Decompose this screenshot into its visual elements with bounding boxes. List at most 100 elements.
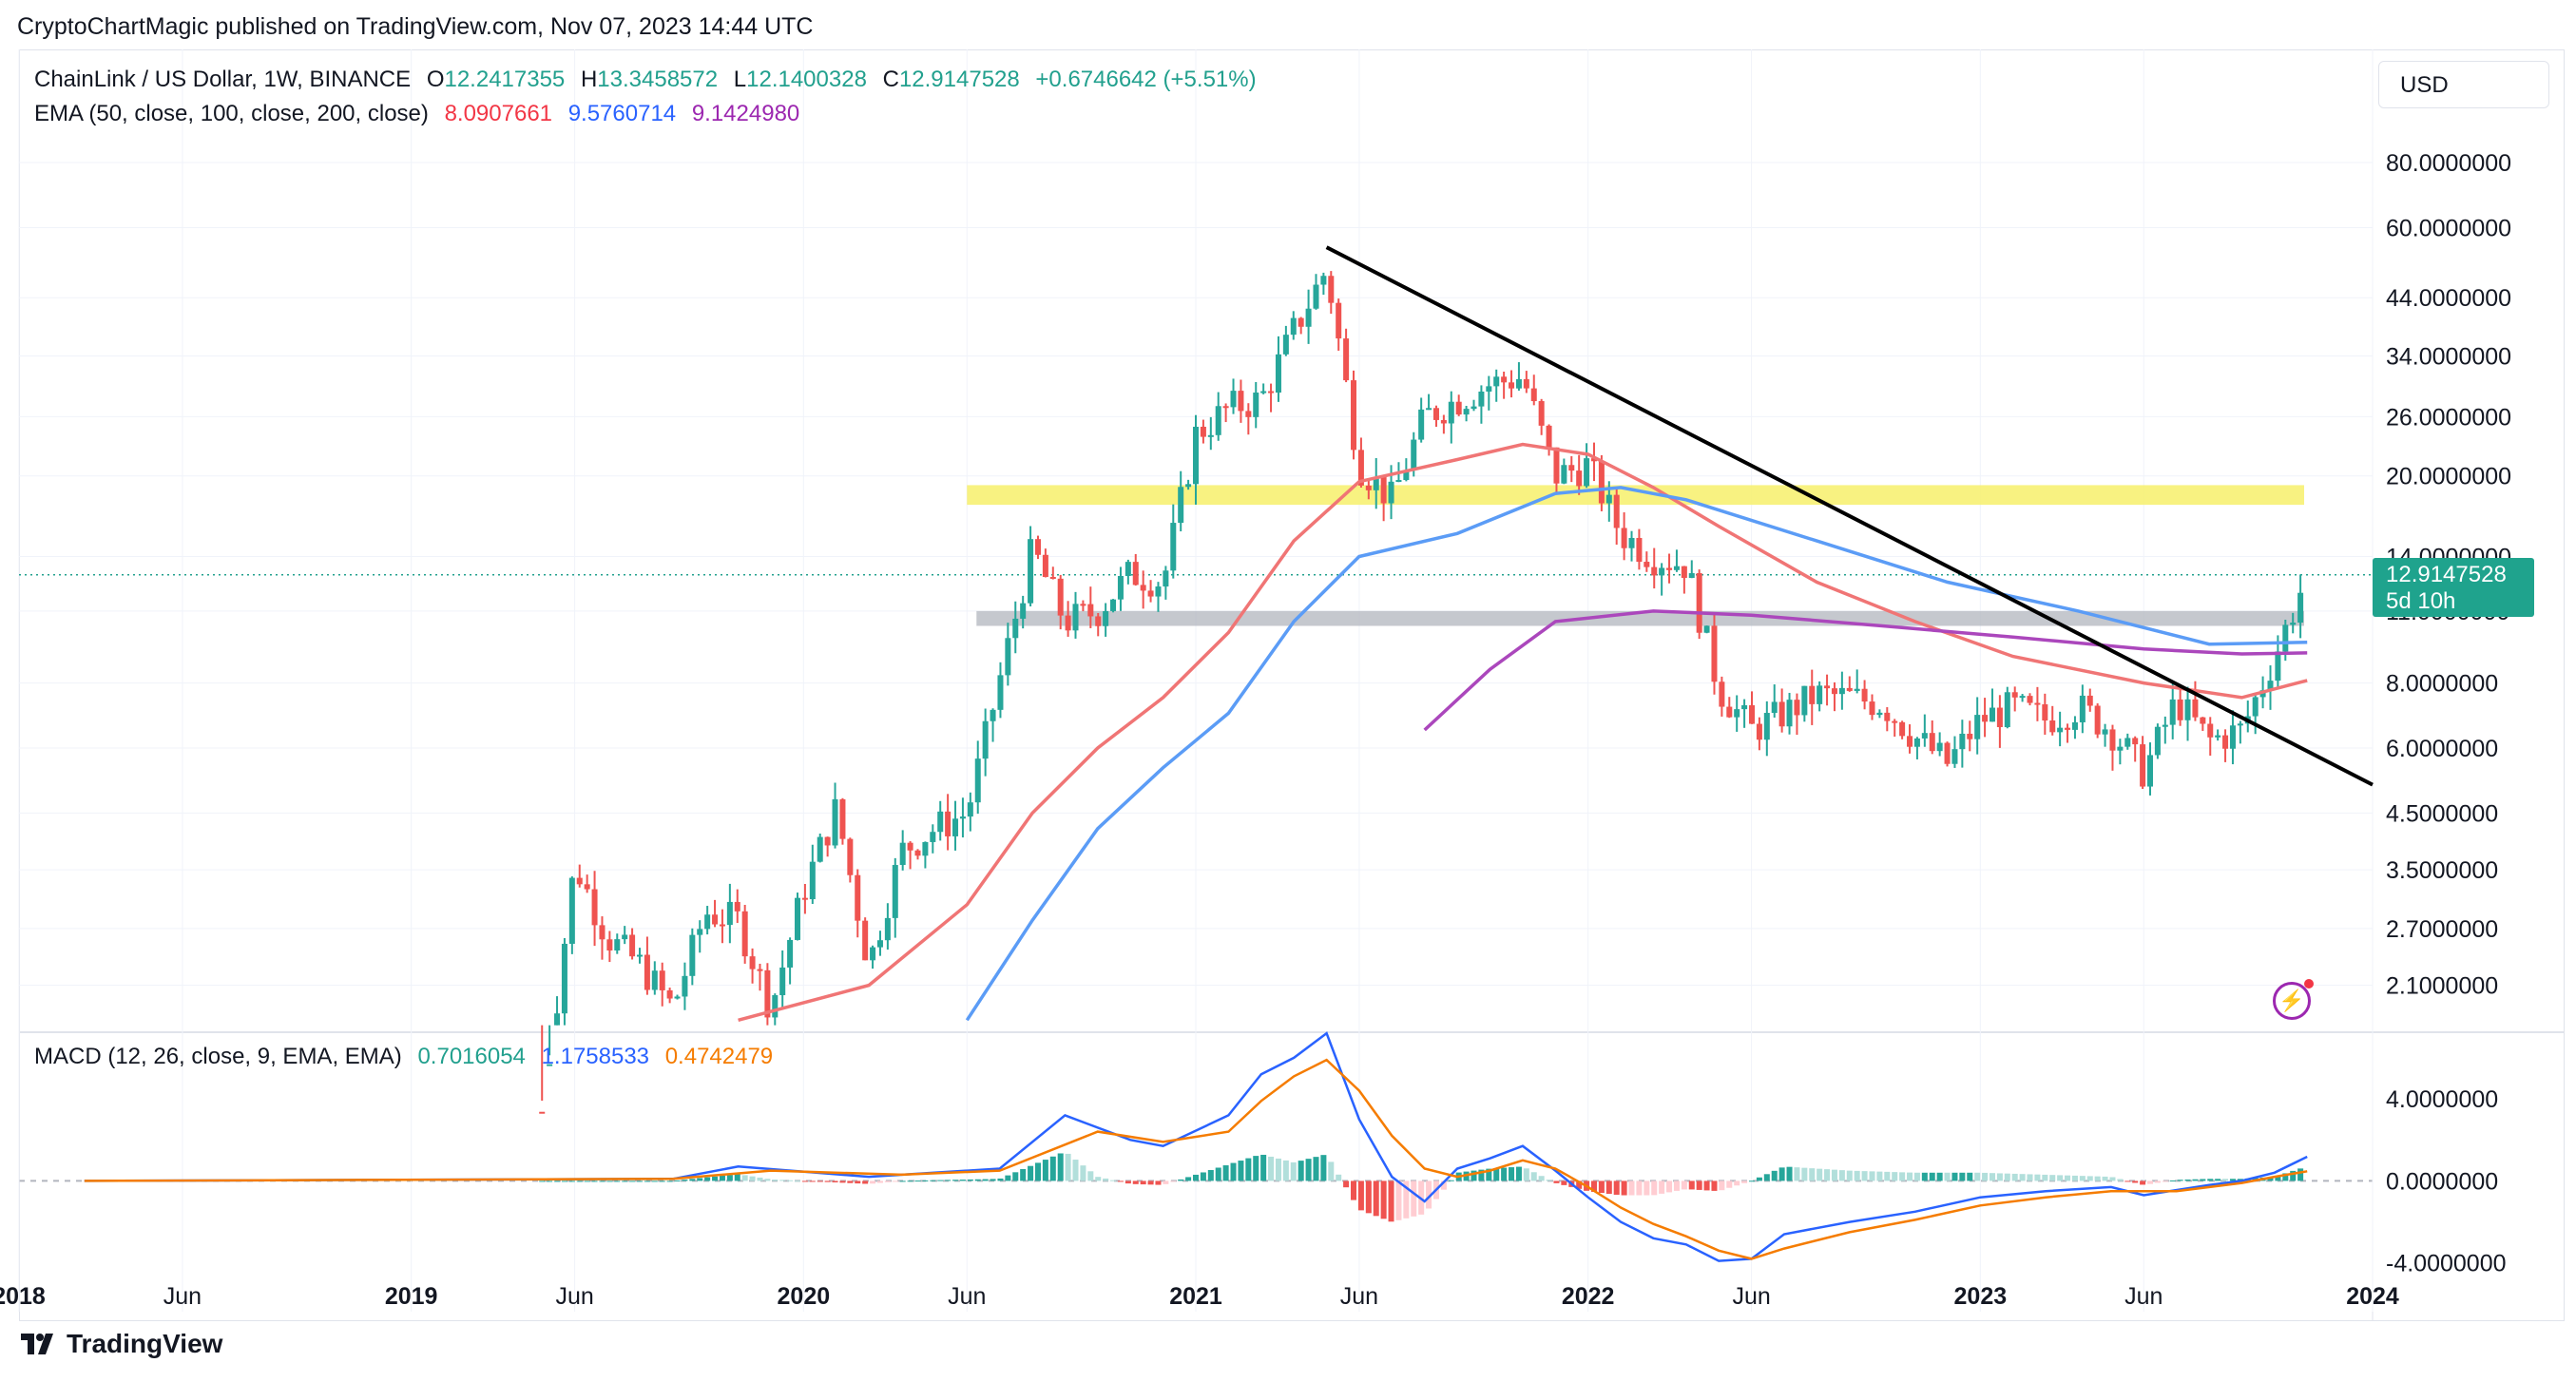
candle-up[interactable] [1913,737,1920,759]
candle-up[interactable] [1170,504,1177,579]
candle-down[interactable] [1568,455,1575,483]
resistance-zone[interactable] [967,485,2304,506]
candle-up[interactable] [922,841,929,869]
candle-up[interactable] [817,834,823,863]
candle-up[interactable] [1673,549,1680,572]
candle-down[interactable] [2034,686,2041,721]
candle-up[interactable] [884,903,891,950]
candle-down[interactable] [1087,586,1094,628]
candle-up[interactable] [1020,595,1027,629]
candle-down[interactable] [855,869,861,938]
candle-down[interactable] [1651,547,1658,589]
candle-up[interactable] [704,906,711,935]
candle-down[interactable] [1336,298,1342,351]
candle-down[interactable] [1049,566,1056,580]
candle-down[interactable] [2065,723,2071,743]
candle-down[interactable] [1432,405,1439,428]
candle-up[interactable] [697,920,703,953]
ema50-line[interactable] [738,442,2308,1022]
candle-down[interactable] [1644,551,1650,572]
candle-up[interactable] [787,937,794,985]
candle-down[interactable] [1357,437,1364,489]
candle-up[interactable] [2184,686,2191,741]
candle-up[interactable] [959,797,966,838]
candle-up[interactable] [1418,397,1425,443]
candle-up[interactable] [1515,362,1522,391]
candle-down[interactable] [1440,414,1447,434]
candle-down[interactable] [1899,720,1906,739]
ema100-line[interactable] [965,486,2308,1022]
candle-up[interactable] [1936,732,1943,757]
candle-down[interactable] [659,962,665,1007]
candle-down[interactable] [2086,688,2093,712]
candle-down[interactable] [1351,370,1357,460]
candle-down[interactable] [1719,676,1725,717]
candle-up[interactable] [1463,405,1470,422]
candle-down[interactable] [847,837,854,883]
candle-down[interactable] [1869,694,1875,720]
candle-up[interactable] [561,937,567,1026]
candle-down[interactable] [1892,719,1898,738]
candle-up[interactable] [1320,272,1327,296]
candle-up[interactable] [1110,599,1117,613]
candle-down[interactable] [576,864,583,888]
candle-up[interactable] [1373,457,1379,509]
candle-down[interactable] [1884,707,1891,732]
candle-down[interactable] [599,916,606,960]
candle-down[interactable] [824,836,831,857]
candle-down[interactable] [1523,371,1529,393]
candle-down[interactable] [741,904,748,964]
candle-down[interactable] [1380,476,1387,522]
candle-up[interactable] [547,1025,553,1066]
macd-legend[interactable]: MACD (12, 26, close, 9, EMA, EMA) 0.7016… [34,1044,782,1070]
descending-trendline[interactable] [1325,245,2374,787]
macd-line[interactable] [84,1031,2308,1262]
candle-down[interactable] [1343,328,1350,383]
candle-up[interactable] [1313,274,1319,310]
candle-up[interactable] [1275,336,1281,402]
candle-down[interactable] [539,1025,546,1114]
candle-up[interactable] [2004,686,2010,729]
candle-up[interactable] [982,708,989,777]
candle-down[interactable] [1328,271,1335,315]
candle-down[interactable] [1598,454,1605,511]
candle-down[interactable] [1501,371,1508,399]
candle-up[interactable] [2057,711,2064,747]
candle-down[interactable] [1590,442,1597,482]
ema-legend[interactable]: EMA (50, close, 100, close, 200, close) … [34,101,809,127]
candle-down[interactable] [1967,720,1973,752]
candle-down[interactable] [591,871,598,947]
candle-up[interactable] [1838,671,1845,710]
candle-up[interactable] [674,994,681,1000]
candle-down[interactable] [2207,717,2214,757]
candle-up[interactable] [2117,739,2124,765]
candle-down[interactable] [862,917,869,961]
candle-up[interactable] [1628,530,1635,562]
candle-up[interactable] [1493,369,1500,402]
candle-down[interactable] [1042,548,1048,578]
candle-down[interactable] [1778,688,1785,733]
candle-up[interactable] [726,883,733,944]
candle-down[interactable] [584,874,590,893]
candle-up[interactable] [682,962,688,1010]
candle-down[interactable] [2042,693,2048,735]
candle-down[interactable] [1824,674,1831,706]
candle-down[interactable] [1681,566,1687,594]
currency-selector[interactable]: USD [2378,61,2549,108]
candle-down[interactable] [606,931,613,963]
candle-down[interactable] [1365,479,1372,500]
candle-up[interactable] [1012,601,1019,654]
candle-up[interactable] [1253,381,1259,429]
candle-up[interactable] [1028,526,1034,606]
candle-down[interactable] [1057,574,1064,630]
candle-down[interactable] [1546,424,1552,456]
candle-up[interactable] [1125,559,1131,585]
candle-down[interactable] [1831,681,1837,712]
candle-down[interactable] [1636,528,1643,570]
candle-up[interactable] [2124,733,2131,750]
candle-up[interactable] [1763,701,1770,757]
candle-down[interactable] [1200,419,1206,444]
candle-up[interactable] [1260,383,1267,394]
candle-down[interactable] [1861,680,1868,710]
